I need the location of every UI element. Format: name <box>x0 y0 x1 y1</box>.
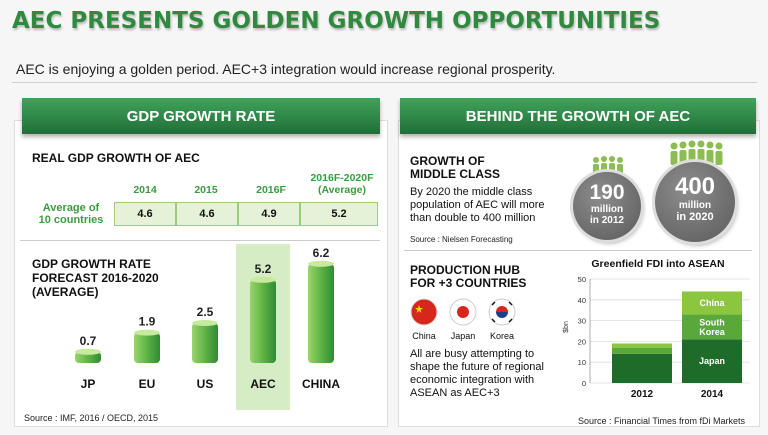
gdp-forecast-svg: 0.7 JP 1.9 EU 2.5 US 5.2 AEC 6.2 CHINA <box>75 244 340 410</box>
fdi-series-label-south-korea: South <box>699 317 725 327</box>
fdi-ytick-50: 50 <box>578 275 586 284</box>
gdp-bar-top-us <box>192 320 218 326</box>
fdi-seg-2012-japan <box>612 353 672 383</box>
gdp-bar-jp <box>75 351 101 363</box>
people-small-icon <box>593 156 623 174</box>
fdi-ytick-20: 20 <box>578 337 586 346</box>
behind-growth-heading: BEHIND THE GROWTH OF AEC <box>400 98 756 134</box>
people-large-icon <box>670 140 723 165</box>
middle-class-2020-circle: 400 million in 2020 <box>655 162 735 242</box>
gdp-xlabel-us: US <box>197 377 214 391</box>
gdp-bar-eu <box>134 332 160 363</box>
gdp-value-china: 6.2 <box>313 246 330 260</box>
china-flag-icon <box>410 298 438 326</box>
gdp-bar-top-china <box>308 260 334 267</box>
fdi-seg-2014-south-korea <box>682 314 742 340</box>
gdp-xlabel-eu: EU <box>139 377 156 391</box>
fdi-ytick-40: 40 <box>578 296 586 305</box>
circle-2020-number: 400 <box>674 173 716 200</box>
fdi-ytick-0: 0 <box>582 379 586 388</box>
flag-label-japan: Japan <box>450 331 476 341</box>
gdp-value-aec: 5.2 <box>255 262 272 276</box>
fdi-xlabel-2014: 2014 <box>701 389 724 400</box>
col-header-2016f: 2016F <box>256 184 286 196</box>
page-title: AEC PRESENTS GOLDEN GROWTH OPPORTUNITIES <box>12 8 661 34</box>
fdi-ylabel: $bn <box>563 321 570 333</box>
circle-2012-number: 190 <box>589 181 625 204</box>
fdi-xlabel-2012: 2012 <box>631 389 654 400</box>
gdp-xlabel-aec: AEC <box>250 377 276 391</box>
section-divider <box>20 240 380 241</box>
gdp-bar-us <box>192 323 218 363</box>
gdp-bar-top-eu <box>134 329 160 336</box>
fdi-series-label-japan: Japan <box>699 356 725 366</box>
gdp-value-jp: 0.7 <box>80 334 97 348</box>
cell-2016f: 4.9 <box>238 202 300 226</box>
japan-flag-icon <box>449 298 477 326</box>
korea-flag-icon <box>488 298 516 326</box>
col-header-average: 2016F-2020F (Average) <box>310 172 374 196</box>
header-divider <box>12 82 757 83</box>
right-source: Source : Financial Times from fDi Market… <box>578 416 746 426</box>
gdp-bar-china <box>308 263 334 363</box>
col-header-2015: 2015 <box>194 184 218 196</box>
fdi-seg-2012-south-korea <box>612 347 672 354</box>
fdi-seg-2014-china <box>682 291 742 315</box>
production-body: All are busy attempting to shape the fut… <box>410 348 544 399</box>
fdi-svg: Greenfield FDI into ASEAN $bn 0 10 20 30 40 50 2… <box>563 258 750 400</box>
circle-2020-unit: million <box>678 200 712 211</box>
fdi-seg-2014-japan <box>682 339 742 383</box>
page-subtitle: AEC is enjoying a golden period. AEC+3 i… <box>16 61 556 77</box>
production-hub-title: PRODUCTION HUB FOR +3 COUNTRIES <box>410 263 527 290</box>
fdi-title: Greenfield FDI into ASEAN <box>591 258 724 270</box>
gdp-xlabel-jp: JP <box>81 377 96 391</box>
cell-2015: 4.6 <box>176 202 238 226</box>
circle-2012-unit: million <box>590 204 624 215</box>
col-header-2014: 2014 <box>133 184 157 196</box>
fdi-series-label-china: China <box>699 298 725 308</box>
gdp-bar-top-jp <box>75 348 101 355</box>
cell-average: 5.2 <box>300 202 378 226</box>
gdp-value-us: 2.5 <box>197 305 214 319</box>
gdp-xlabel-china: CHINA <box>302 377 340 391</box>
gdp-bar-aec <box>250 279 276 363</box>
circle-2020-year: in 2020 <box>676 211 714 223</box>
left-source: Source : IMF, 2016 / OECD, 2015 <box>24 413 159 423</box>
circle-2012-year: in 2012 <box>590 215 624 226</box>
middle-class-title: GROWTH OF MIDDLE CLASS <box>410 154 500 181</box>
middle-class-body: By 2020 the middle class population of A… <box>410 186 545 224</box>
right-divider <box>404 250 752 251</box>
forecast-title: GDP GROWTH RATE FORECAST 2016-2020 (AVER… <box>32 257 159 299</box>
middle-class-2012-circle: 190 million in 2012 <box>573 172 641 240</box>
gdp-growth-heading: GDP GROWTH RATE <box>22 98 380 134</box>
fdi-chart: Greenfield FDI into ASEAN $bn 0 10 20 30 40 50 2… <box>560 255 756 411</box>
gdp-bar-top-aec <box>250 276 276 283</box>
fdi-series-label-south-korea: Korea <box>699 327 726 337</box>
fdi-ytick-10: 10 <box>578 358 586 367</box>
cell-2014: 4.6 <box>114 202 176 226</box>
flag-label-korea: Korea <box>489 331 515 341</box>
middle-class-source: Source : Nielsen Forecasting <box>410 235 513 244</box>
gdp-forecast-chart: 0.7 JP 1.9 EU 2.5 US 5.2 AEC 6.2 CHINA <box>20 240 380 410</box>
gdp-value-eu: 1.9 <box>139 315 156 329</box>
row-label-average: Average of 10 countries <box>38 202 104 226</box>
fdi-seg-2012-china <box>612 343 672 348</box>
flag-label-china: China <box>412 331 436 341</box>
fdi-ytick-30: 30 <box>578 317 586 326</box>
real-gdp-title: REAL GDP GROWTH OF AEC <box>32 151 200 165</box>
